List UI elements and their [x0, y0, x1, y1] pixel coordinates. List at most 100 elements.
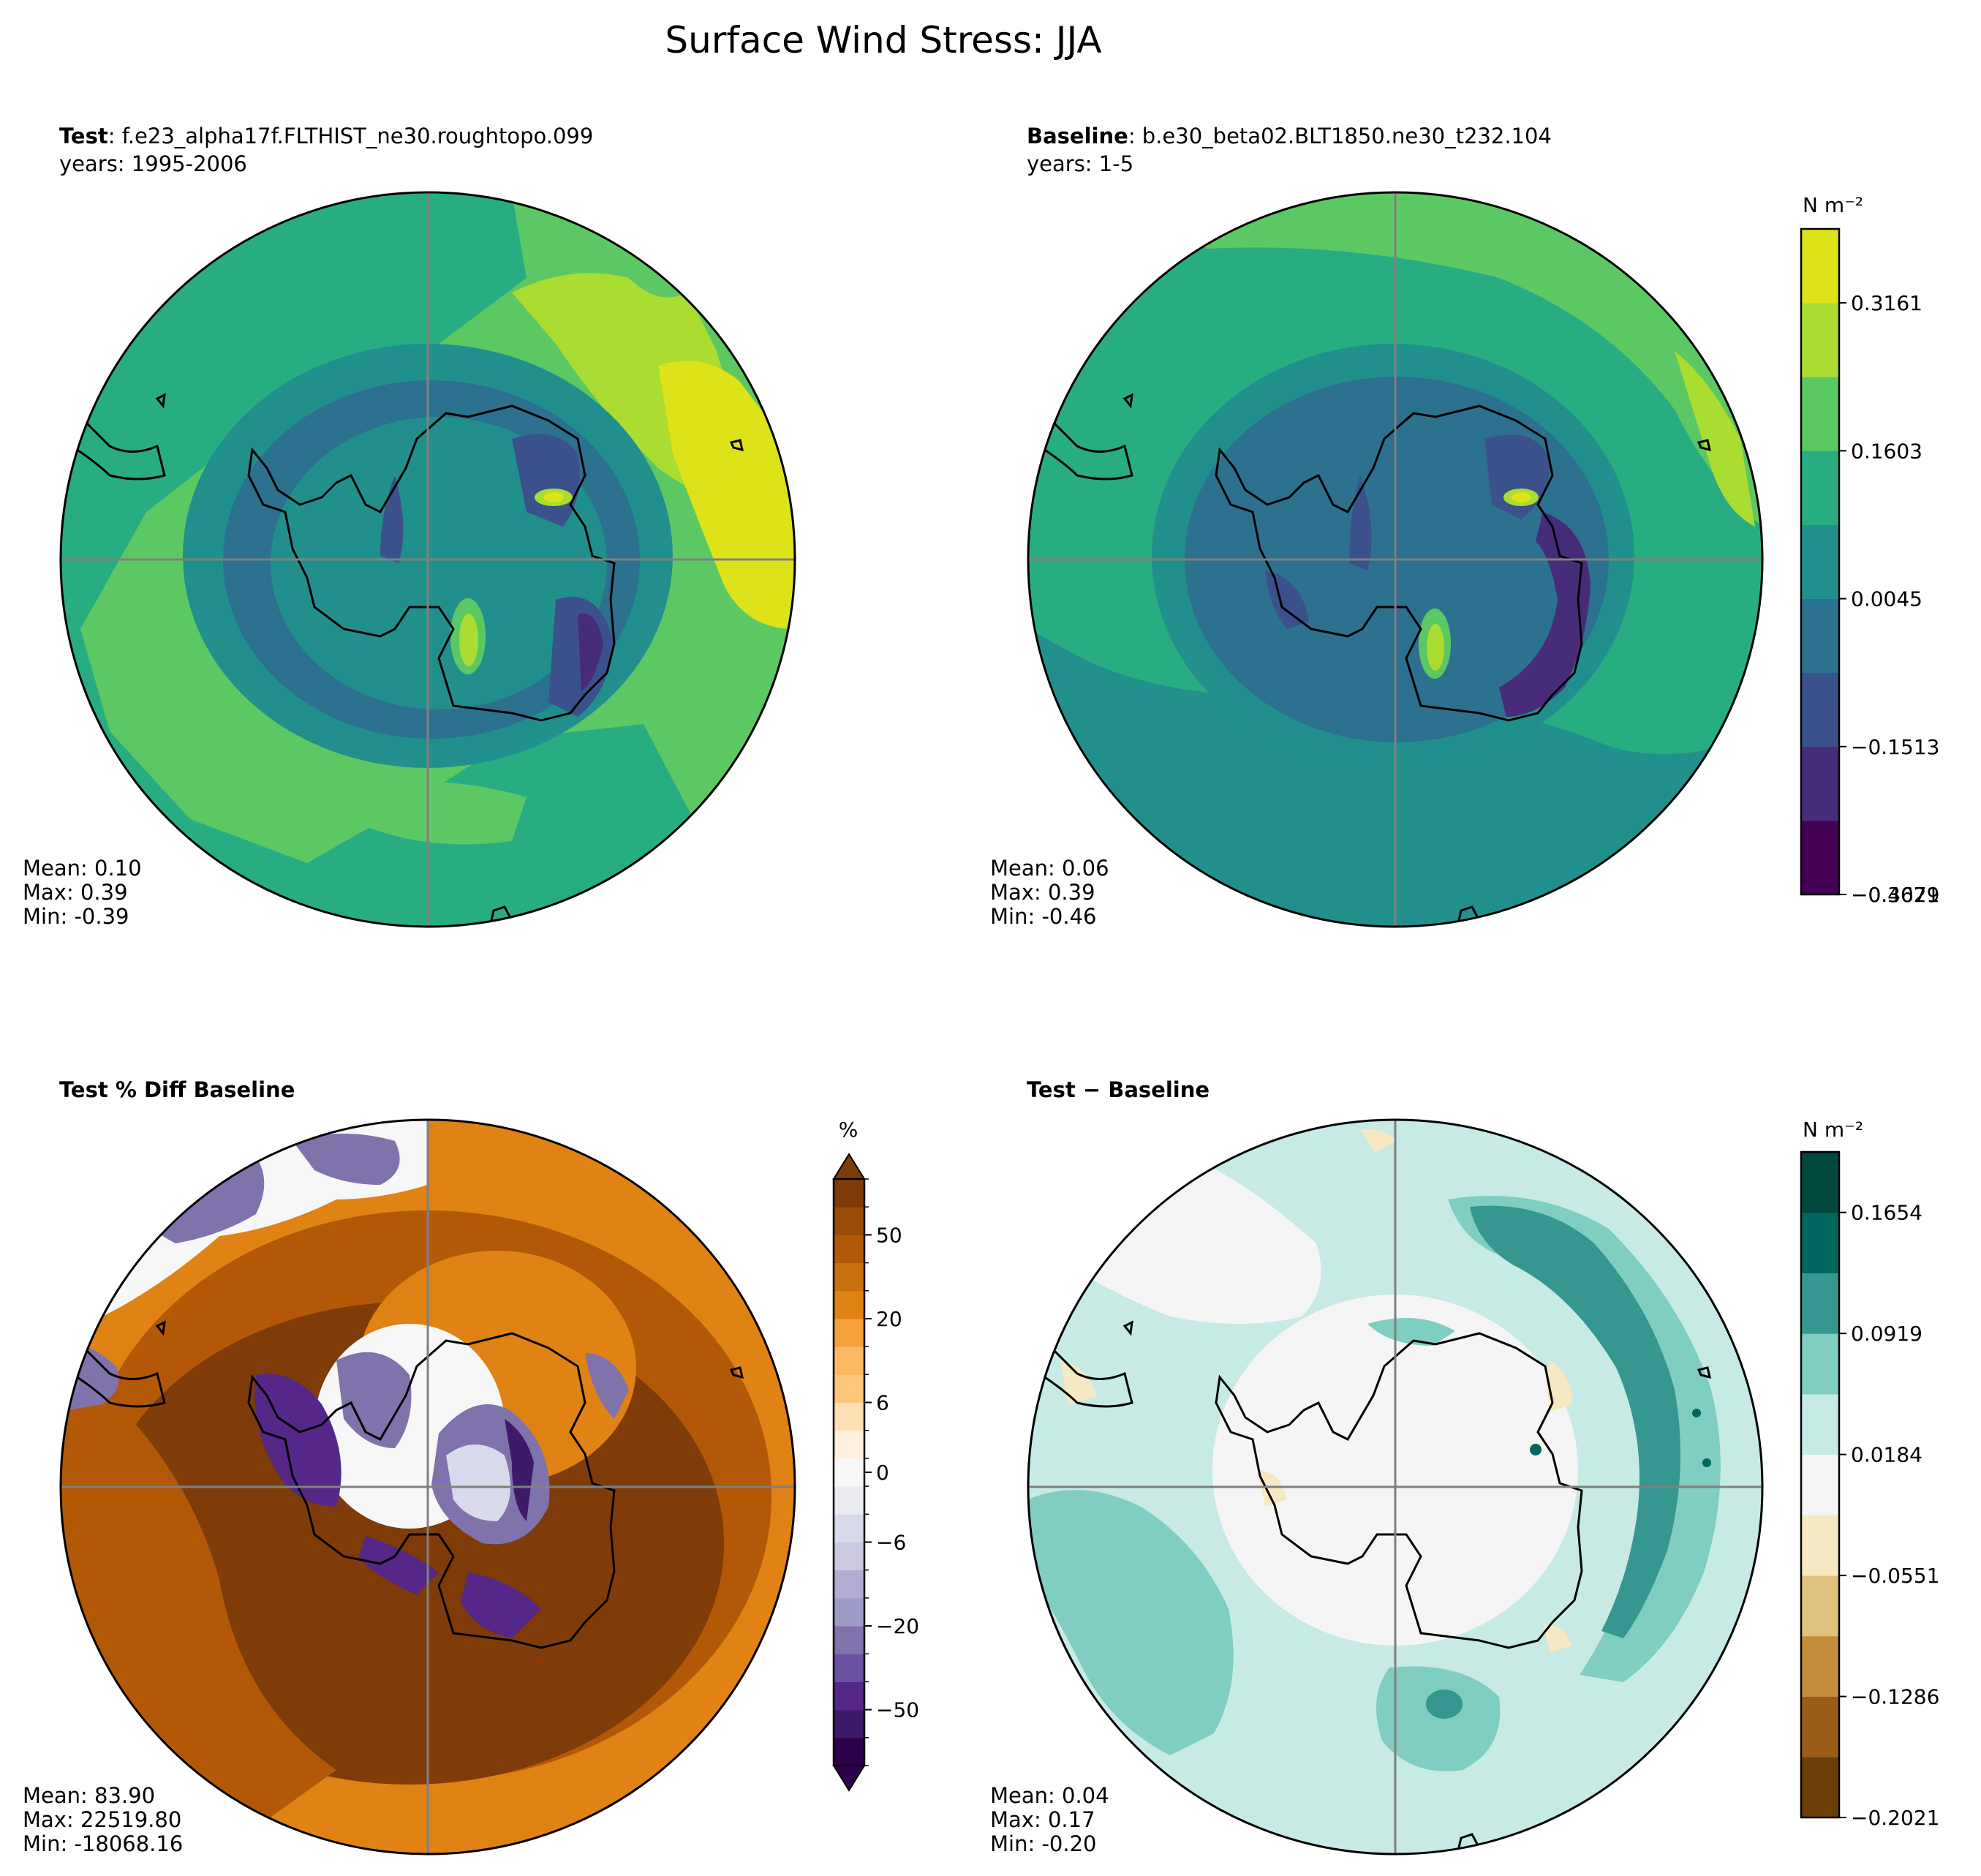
colorbar-pct-swatch — [834, 1235, 864, 1264]
colorbar-pct-tick-label: 50 — [876, 1223, 902, 1247]
colorbar-pct-tick-label: 0 — [876, 1461, 889, 1485]
colorbar-pct-swatch — [834, 1681, 864, 1711]
stat-mean-pct-diff: Mean: 83.90 — [23, 1783, 155, 1808]
colorbar-diff-frame — [1800, 1150, 1841, 1819]
colorbar-pct-swatch — [834, 1374, 864, 1404]
map-boundary-pct-diff — [59, 1118, 796, 1856]
colorbar-diff-swatch — [1801, 1393, 1839, 1455]
colorbar-field-unit: N m⁻² — [1803, 193, 1863, 217]
colorbar-diff-tick-label: −0.1286 — [1851, 1685, 1939, 1709]
colorbar-pct-swatch — [834, 1626, 864, 1654]
colorbar-field-swatch — [1801, 451, 1839, 525]
coastline-diff — [1028, 1320, 1712, 1854]
coastline-baseline — [1028, 393, 1712, 927]
colorbar-pct-tick-label: 20 — [876, 1307, 902, 1331]
colorbar-diff-swatch — [1801, 1575, 1839, 1637]
colorbar-field-swatch — [1801, 303, 1839, 377]
colorbar-pct-extend-max — [832, 1153, 866, 1180]
colorbar-pct-swatch — [834, 1430, 864, 1459]
colorbar-diff-tick-label: −0.2021 — [1851, 1806, 1939, 1830]
coastline-pct-diff — [61, 1320, 744, 1649]
panel-test: Test: f.e23_alpha17f.FLTHIST_ne30.rought… — [23, 124, 796, 929]
stat-mean-diff: Mean: 0.04 — [990, 1783, 1109, 1808]
figure-title: Surface Wind Stress: JJA — [665, 19, 1101, 61]
panel-pct-diff-title: Test % Diff Baseline — [59, 1077, 295, 1102]
colorbar-pct-swatch — [834, 1402, 864, 1431]
colorbar-diff-swatch — [1801, 1454, 1839, 1515]
colorbar-field-tick-label: −0.3071 — [1851, 883, 1939, 907]
coastline-test — [61, 393, 744, 927]
colorbar-pct: % 50 20 6 0 −6 −20 −50 — [832, 1118, 919, 1792]
colorbar-pct-tick-label: −20 — [876, 1614, 919, 1638]
colorbar-field-swatch — [1801, 746, 1839, 821]
colorbar-field-tick-label: 0.3161 — [1851, 291, 1922, 315]
stat-min-baseline: Min: -0.46 — [990, 904, 1096, 929]
colorbar-pct-tick-label: 6 — [876, 1391, 889, 1415]
colorbar-pct-swatch — [834, 1570, 864, 1599]
panel-pct-diff: Test % Diff Baseline — [23, 1077, 796, 1856]
stat-max-test: Max: 0.39 — [23, 880, 128, 905]
colorbar-pct-swatch — [834, 1458, 864, 1487]
colorbar-pct-unit: % — [839, 1118, 859, 1142]
colorbar-pct-swatch — [834, 1318, 864, 1347]
colorbar-diff-swatch — [1801, 1333, 1839, 1395]
colorbar-pct-swatch — [834, 1597, 864, 1627]
panel-baseline-years: years: 1-5 — [1027, 151, 1133, 176]
stat-max-pct-diff: Max: 22519.80 — [23, 1807, 181, 1832]
colorbar-diff-swatch — [1801, 1273, 1839, 1334]
map-boundary-diff — [1027, 1118, 1764, 1856]
colorbar-pct-swatch — [834, 1207, 864, 1235]
colorbar-field: N m⁻² 0.3161 0.1603 0.0045 −0.1513 −0.3071−0… — [1800, 193, 1939, 907]
colorbar-pct-swatch — [834, 1542, 864, 1571]
gridlines-pct-diff — [61, 1120, 795, 1854]
colorbar-diff-swatch — [1801, 1757, 1839, 1818]
map-boundary-baseline — [1027, 191, 1764, 928]
colorbar-diff-tick-label: −0.0551 — [1851, 1564, 1939, 1588]
stat-max-diff: Max: 0.17 — [990, 1807, 1095, 1832]
colorbar-diff-swatch — [1801, 1212, 1839, 1273]
colorbar-pct-swatch — [834, 1654, 864, 1682]
panel-test-years: years: 1995-2006 — [59, 151, 247, 176]
colorbar-pct-swatch — [834, 1179, 864, 1208]
panel-diff: Test − Baseline — [990, 1077, 1764, 1856]
colorbar-diff-swatch — [1801, 1696, 1839, 1758]
colorbar-field-swatch — [1801, 598, 1839, 674]
colorbar-diff-swatch — [1801, 1635, 1839, 1698]
colorbar-field-tick-label: 0.0045 — [1851, 587, 1922, 611]
colorbar-diff-swatch — [1801, 1515, 1839, 1576]
stat-min-pct-diff: Min: -18068.16 — [23, 1831, 183, 1856]
colorbar-diff-swatch — [1801, 1152, 1839, 1213]
gridlines-baseline — [1028, 192, 1762, 927]
colorbar-pct-swatch — [834, 1514, 864, 1542]
colorbar-pct-swatch — [834, 1486, 864, 1515]
colorbar-diff-tick-label: 0.0184 — [1851, 1443, 1922, 1467]
colorbar-pct-swatch — [834, 1737, 864, 1766]
panel-baseline-title: Baseline: b.e30_beta02.BLT1850.ne30_t232… — [1027, 124, 1552, 148]
colorbar-pct-swatch — [834, 1262, 864, 1292]
colorbar-pct-tick-label: −50 — [876, 1698, 919, 1722]
colorbar-field-frame — [1800, 227, 1841, 896]
colorbar-field-tick-label: −0.4629 — [1851, 883, 1939, 907]
colorbar-pct-tick-label: −6 — [876, 1530, 906, 1554]
colorbar-field-swatch — [1801, 672, 1839, 747]
panel-diff-title: Test − Baseline — [1027, 1077, 1210, 1102]
stat-mean-baseline: Mean: 0.06 — [990, 856, 1109, 881]
gridlines-test — [61, 192, 795, 927]
colorbar-diff-unit: N m⁻² — [1803, 1118, 1863, 1142]
stat-max-baseline: Max: 0.39 — [990, 880, 1095, 905]
colorbar-diff-tick-label: 0.1654 — [1851, 1201, 1922, 1225]
colorbar-field-swatch — [1801, 229, 1839, 304]
colorbar-field-tick-label: 0.1603 — [1851, 439, 1922, 463]
stat-mean-test: Mean: 0.10 — [23, 856, 142, 881]
colorbar-pct-swatch — [834, 1709, 864, 1738]
colorbar-field-swatch — [1801, 524, 1839, 600]
panel-test-title: Test: f.e23_alpha17f.FLTHIST_ne30.rought… — [59, 124, 593, 148]
colorbar-pct-extend-min — [832, 1765, 866, 1792]
panel-baseline: Baseline: b.e30_beta02.BLT1850.ne30_t232… — [990, 124, 1764, 929]
colorbar-diff-tick-label: 0.0919 — [1851, 1322, 1922, 1346]
stat-min-test: Min: -0.39 — [23, 904, 129, 929]
map-boundary-test — [59, 191, 796, 928]
gridlines-diff — [1028, 1120, 1762, 1854]
colorbar-diff: N m⁻² 0.1654 0.0919 0.0184 −0.0551 −0.1286 −0… — [1800, 1118, 1939, 1830]
